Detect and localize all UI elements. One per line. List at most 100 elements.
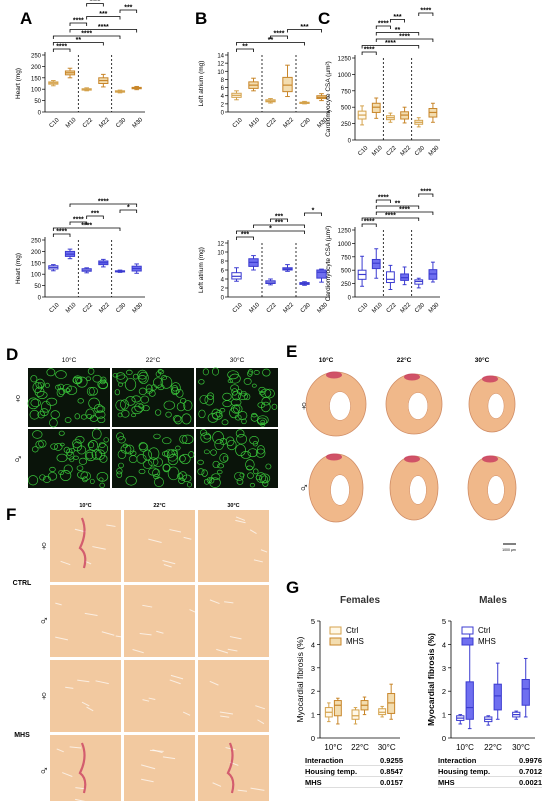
cell-outline (126, 369, 133, 376)
cell-outline (212, 431, 224, 444)
cell-outline (50, 443, 59, 450)
tissue-gap (92, 546, 106, 550)
fibrosis-stain (78, 742, 87, 794)
cell-outline (124, 378, 137, 391)
cell-outline (235, 444, 246, 457)
sig-label: **** (364, 47, 375, 54)
cell-outline (175, 445, 181, 451)
cell-outline (231, 390, 241, 401)
sex-symbol-2: ♀ (39, 688, 49, 703)
cell-outline (95, 449, 106, 460)
cell-outline (138, 442, 148, 451)
cell-outline (86, 386, 95, 396)
cell-outline (237, 410, 248, 420)
x-tick-label: C30 (300, 117, 312, 129)
cell-outline (74, 377, 82, 384)
cell-outline (50, 410, 60, 419)
tissue-gap (115, 635, 124, 638)
cell-outline (132, 373, 139, 380)
y-tick-label: 150 (31, 261, 42, 267)
sig-bracket (119, 9, 138, 13)
cell-outline (207, 392, 215, 400)
panel-label-E: E (286, 342, 297, 361)
histology-image (50, 660, 121, 732)
tissue-gap (77, 679, 90, 683)
tissue-gap (142, 604, 153, 608)
cell-outline (151, 384, 157, 391)
y-tick-label: 4 (311, 640, 315, 649)
tissue-gap (142, 699, 150, 702)
cell-outline (66, 451, 75, 460)
box-MHS-22°C (493, 683, 502, 711)
sig-label: **** (274, 31, 285, 38)
cell-outline (238, 392, 249, 401)
cell-outline (172, 415, 182, 423)
cell-outline (271, 403, 278, 410)
x-tick-label: M22 (98, 117, 111, 130)
y-tick-label: 100 (31, 273, 42, 279)
cell-outline (197, 468, 205, 476)
sig-bracket (119, 209, 138, 213)
cell-outline (117, 436, 126, 444)
cell-outline (152, 468, 161, 477)
x-tick-label: M30 (132, 117, 145, 130)
sig-label: *** (91, 211, 99, 218)
sig-bracket (390, 19, 405, 23)
cell-outline (63, 446, 70, 454)
x-tick-label: C22 (386, 145, 398, 157)
sig-bracket (69, 29, 138, 33)
cell-outline (122, 443, 128, 449)
fluorescence-image (112, 429, 194, 488)
cell-outline (243, 393, 251, 401)
panel-d: 10°C 22°C 30°C ♀ ♂ (13, 356, 278, 489)
y-axis-label: Myocardial fibrosis (%) (426, 633, 436, 726)
sig-label: **** (81, 31, 92, 38)
x-tick-label: C10 (49, 117, 61, 129)
col-label: 10°C (62, 356, 77, 364)
y-tick-label: 4 (221, 94, 225, 100)
panel-f: 10°C 22°C 30°C CTRL MHS ♀ ♂ ♀ ♂ (13, 503, 269, 801)
y-tick-label: 3 (442, 664, 446, 673)
tissue-gap (148, 697, 156, 700)
histology-image (124, 735, 195, 801)
cell-outline (173, 415, 183, 425)
panel-label-G: G (286, 578, 299, 597)
cell-outline (131, 395, 142, 403)
sig-label: **** (81, 223, 92, 230)
cell-outline (44, 382, 50, 388)
sig-label: ** (76, 37, 82, 44)
x-tick-label: 30°C (512, 743, 530, 752)
x-tick-label: C22 (386, 302, 398, 314)
cell-outline (39, 474, 46, 481)
tissue-gap (212, 782, 222, 787)
cell-outline (236, 433, 247, 445)
cell-outline (85, 408, 95, 420)
sig-bracket (52, 35, 121, 39)
cell-outline (37, 411, 45, 419)
sig-label: *** (393, 14, 401, 21)
x-tick-label: M10 (249, 117, 262, 130)
y-axis-label: Heart (mg) (15, 68, 22, 99)
sig-bracket (287, 29, 322, 33)
cell-outline (265, 463, 272, 470)
panel-label-B: B (195, 9, 207, 28)
col-label: 10°C (319, 356, 334, 364)
cell-outline (171, 387, 180, 396)
cell-outline (247, 448, 258, 458)
histology-image (50, 510, 121, 582)
y-tick-label: 250 (31, 239, 42, 245)
cell-outline (138, 387, 147, 396)
x-tick-label: C10 (357, 145, 369, 157)
cell-outline (91, 428, 102, 440)
tissue-gap (65, 686, 74, 689)
y-tick-label: 12 (217, 242, 224, 248)
scale-label: 1000 µm (502, 548, 516, 552)
stat-value: 0.0157 (380, 778, 403, 787)
y-tick-label: 250 (31, 54, 42, 60)
stat-label: Housing temp. (305, 767, 357, 776)
cell-outline (46, 397, 58, 406)
cell-outline (29, 409, 40, 420)
cell-outline (221, 419, 229, 426)
cell-outline (241, 418, 247, 425)
cell-outline (247, 472, 254, 479)
